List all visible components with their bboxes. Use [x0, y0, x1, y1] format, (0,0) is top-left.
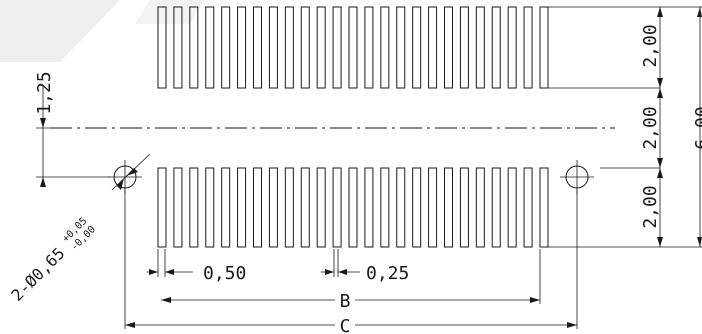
bottom-pad: [523, 167, 533, 248]
dimension-overall-height: 6,00: [692, 7, 702, 247]
top-pad: [205, 6, 215, 89]
bottom-pad: [364, 167, 374, 248]
overall-height-label: 6,00: [692, 106, 702, 149]
bottom-pad: [412, 167, 422, 248]
top-pad: [300, 6, 310, 89]
bottom-pad: [475, 167, 485, 248]
bottom-pad: [268, 167, 278, 248]
bottom-pad: [507, 167, 517, 248]
bottom-pad: [428, 167, 438, 248]
watermark: [0, 0, 205, 62]
top-pad: [364, 6, 374, 89]
bottom-pad: [396, 167, 406, 248]
top-pad: [412, 6, 422, 89]
right-extension-lines: [548, 6, 702, 248]
top-pad-row: [157, 6, 549, 89]
span-b-label: B: [340, 291, 351, 312]
dimension-pitch-bottom: 2,00: [640, 168, 663, 247]
top-pad: [475, 6, 485, 89]
pin-gap-label: 0,25: [366, 263, 409, 284]
dimension-pin-gap: 0,25: [321, 249, 409, 284]
bottom-pad: [316, 167, 326, 248]
dimension-pitch-middle: 2,00: [640, 88, 663, 168]
top-pad: [332, 6, 342, 89]
bottom-pad: [253, 167, 262, 248]
dimension-offset: 1,25: [34, 71, 110, 187]
top-pad: [173, 6, 183, 89]
pitch-middle-label: 2,00: [640, 106, 661, 149]
top-pad: [189, 6, 199, 89]
dimension-pitch-top: 2,00: [640, 7, 663, 88]
top-pad: [253, 6, 262, 89]
bottom-pad: [284, 167, 294, 248]
bottom-pad: [491, 167, 501, 248]
bottom-pad: [189, 167, 199, 248]
offset-label: 1,25: [34, 71, 55, 114]
bottom-pad: [300, 167, 310, 248]
left-mounting-hole: [108, 160, 142, 194]
top-pad: [459, 6, 469, 89]
top-pad: [523, 6, 533, 89]
top-pad: [221, 6, 231, 89]
bottom-pad: [444, 167, 453, 248]
dimension-pin-width: 0,50: [147, 249, 246, 284]
bottom-pad: [237, 167, 247, 248]
top-pad: [539, 6, 549, 89]
top-pad: [507, 6, 517, 89]
top-pad: [348, 6, 358, 89]
pitch-top-label: 2,00: [640, 24, 661, 67]
bottom-pad: [173, 167, 183, 248]
top-pad: [237, 6, 247, 89]
bottom-pad: [459, 167, 469, 248]
top-pad: [396, 6, 406, 89]
bottom-pad-row: [157, 167, 549, 248]
span-c-label: C: [340, 316, 351, 334]
pin-width-label: 0,50: [203, 263, 246, 284]
bottom-pad: [221, 167, 231, 248]
top-pad: [268, 6, 278, 89]
dimension-span-c: C: [124, 190, 578, 334]
top-pad: [316, 6, 326, 89]
top-pad: [444, 6, 453, 89]
top-pad: [157, 6, 167, 89]
bottom-pad: [332, 167, 342, 248]
bottom-pad: [348, 167, 358, 248]
hole-callout-label: 2-Ø0,65: [7, 244, 68, 305]
top-pad: [428, 6, 438, 89]
right-mounting-hole: [560, 160, 594, 194]
bottom-pad: [539, 167, 549, 248]
bottom-pad: [205, 167, 215, 248]
top-pad: [284, 6, 294, 89]
top-pad: [380, 6, 390, 89]
pitch-bottom-label: 2,00: [640, 185, 661, 228]
bottom-pad: [157, 167, 167, 248]
top-pad: [491, 6, 501, 89]
dimension-span-b: B: [161, 249, 541, 312]
bottom-pad: [380, 167, 390, 248]
